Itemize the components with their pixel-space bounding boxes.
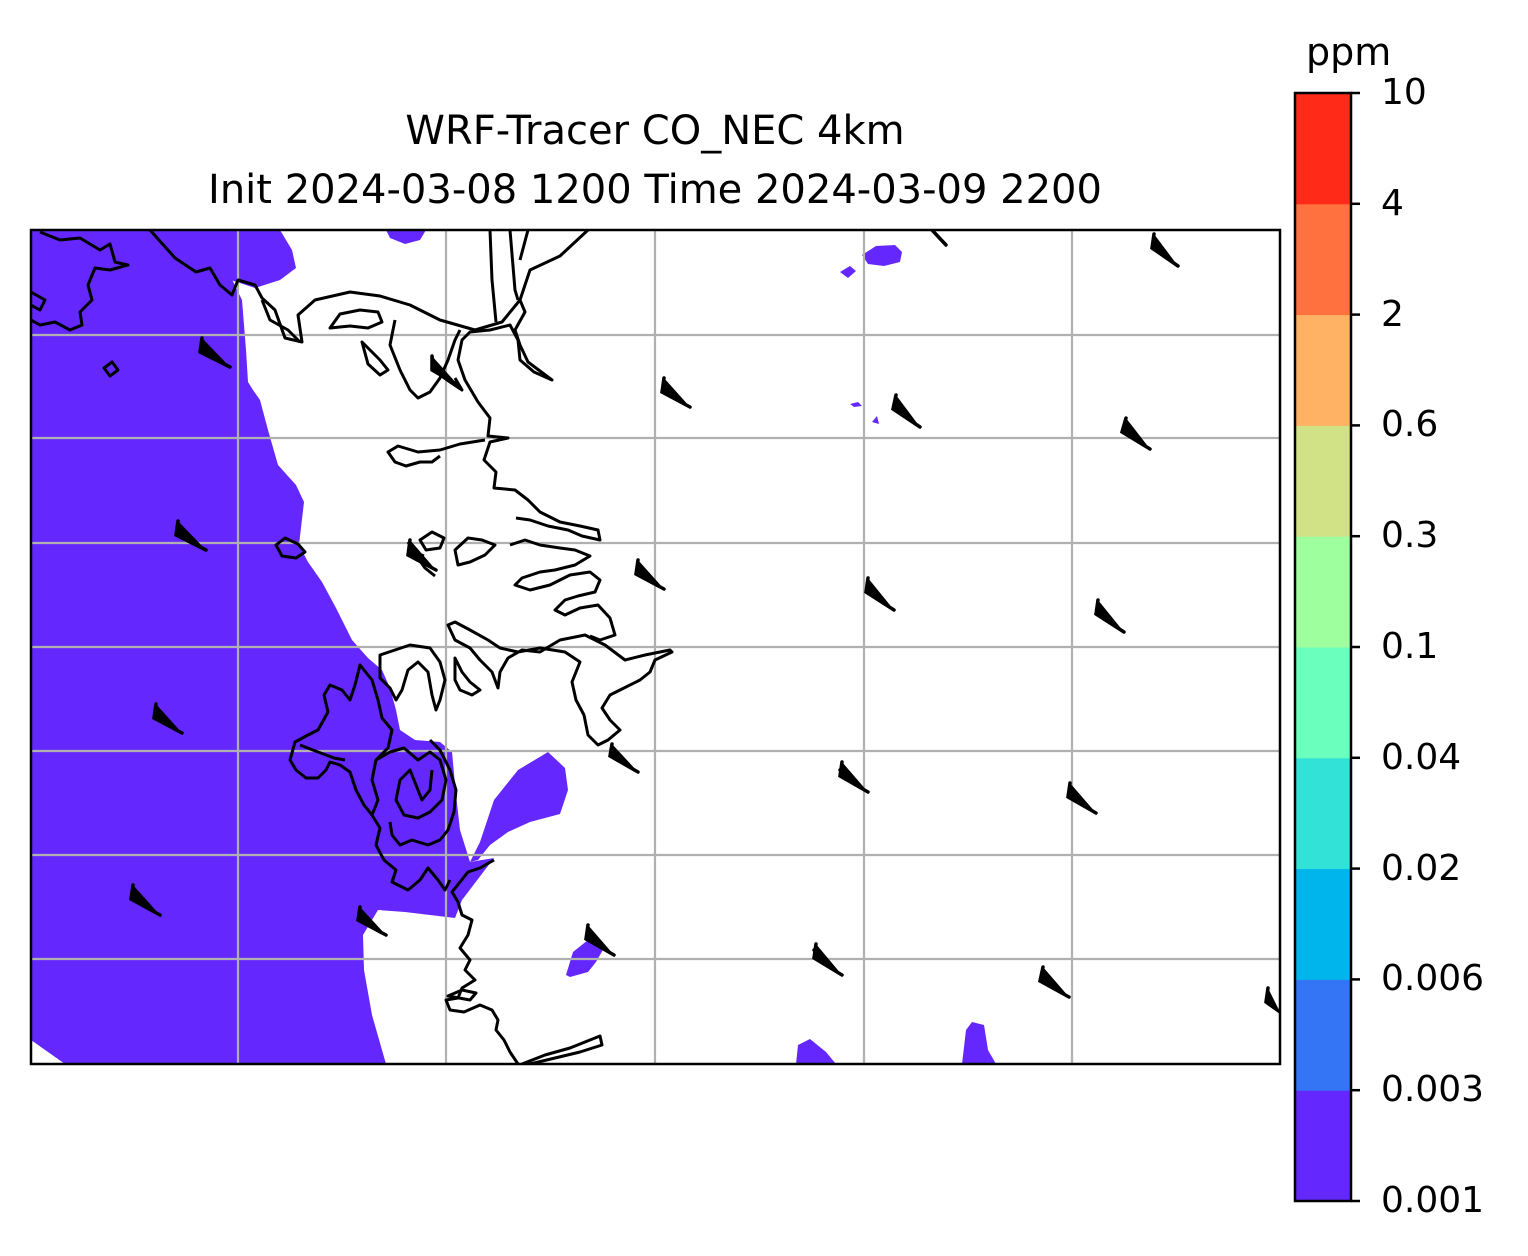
coastline-southcoast [444, 858, 520, 1064]
wind-barb [1119, 416, 1152, 451]
plot-title-line1: WRF-Tracer CO_NEC 4km [405, 108, 905, 154]
coastline-bay-islands2 [299, 743, 346, 762]
coastline-bay [386, 438, 486, 468]
colorbar-band [1295, 425, 1351, 537]
coastline-island-mid [328, 308, 384, 330]
colorbar-tick-label: 0.3 [1381, 515, 1439, 557]
coastline-coast-central [378, 643, 447, 712]
coastline-bay-islands5 [388, 738, 458, 847]
wind-barb [930, 230, 948, 247]
colorbar-band [1295, 536, 1351, 648]
wind-barb [584, 923, 616, 957]
colorbar-tick-label: 0.1 [1381, 626, 1439, 667]
tracer-fill-small-patch2 [850, 402, 862, 407]
tracer-fill-bottom-patch1 [796, 1039, 836, 1064]
colorbar-band [1295, 868, 1351, 980]
colorbar-tick-label: 0.04 [1381, 736, 1462, 778]
tracer-fill-northwest-blob [190, 230, 296, 288]
wind-barb [152, 702, 184, 735]
colorbar-band [1295, 1090, 1351, 1202]
wind-barb [660, 376, 692, 409]
wind-barb [430, 354, 460, 387]
coastline-islands-mid [418, 530, 617, 642]
wind-barb [1066, 781, 1098, 815]
colorbar-band [1295, 757, 1351, 870]
wind-barb [406, 538, 438, 572]
wind-barb [198, 336, 232, 369]
colorbar-band [1295, 647, 1351, 759]
wind-barbs [129, 230, 1280, 1014]
colorbar-band [1295, 93, 1351, 205]
coastline-bay-islands3 [375, 746, 448, 820]
map-frame [29, 228, 1282, 1066]
coastline-southcoast-sandbar [521, 1034, 604, 1064]
colorbar-tick-label: 0.003 [1381, 1069, 1485, 1111]
tracer-fill-small-patch1 [840, 266, 856, 278]
colorbar-tick-label: 0.02 [1381, 847, 1462, 889]
tracer-fill-north-patch [386, 230, 426, 244]
colorbar-band [1295, 314, 1351, 426]
colorbar [1293, 91, 1360, 1203]
coastline-lagoon [453, 656, 482, 697]
coastline-southcoast-islet [446, 988, 478, 1002]
wind-barb [891, 393, 922, 429]
tracer-fill-tongue [470, 752, 568, 862]
wind-barb [129, 883, 162, 917]
coastline-bay-islands4 [370, 814, 452, 892]
wind-barb [174, 519, 208, 552]
colorbar-unit-label: ppm [1306, 30, 1392, 74]
map-area [31, 230, 1280, 1064]
coastline-peninsula [360, 319, 462, 400]
colorbar-band [1295, 979, 1351, 1091]
coastline-mainland-north [148, 230, 602, 542]
coastline-inlet-loop1 [260, 299, 302, 344]
wind-barb [608, 742, 640, 774]
coastline-islet [102, 360, 120, 378]
colorbar-tick-label: 0.6 [1381, 404, 1439, 446]
wind-barb [1038, 965, 1071, 999]
colorbar-tick-label: 2 [1381, 293, 1404, 335]
wind-barb [356, 905, 388, 937]
coastline-sound [446, 620, 674, 747]
tracer-fill-bottom-patch2 [962, 1022, 996, 1064]
colorbar-tick-label: 0.006 [1381, 958, 1485, 1000]
wind-barb [634, 558, 666, 591]
coastline-northwest-islands [31, 230, 130, 332]
wind-barb [1150, 232, 1180, 268]
wind-barb [1264, 986, 1280, 1014]
coastline-bay-islands [288, 663, 394, 817]
colorbar-tick-label: 4 [1381, 182, 1404, 224]
tracer-fill-small-patch3 [872, 416, 879, 424]
wind-barb [1094, 598, 1126, 634]
plot-title-line2: Init 2024-03-08 1200 Time 2024-03-09 220… [208, 167, 1102, 213]
wind-barb [812, 942, 844, 977]
colorbar-band [1295, 203, 1351, 316]
wind-barb [838, 760, 870, 794]
wind-barb [864, 576, 896, 612]
coastlines [31, 230, 674, 1064]
colorbar-tick-label: 0.001 [1381, 1180, 1485, 1221]
colorbar-tick-label: 10 [1381, 72, 1427, 113]
gridlines [31, 230, 1280, 1064]
coastline-inlet-north [488, 230, 590, 323]
tracer-fill-ne-patch [862, 245, 902, 266]
